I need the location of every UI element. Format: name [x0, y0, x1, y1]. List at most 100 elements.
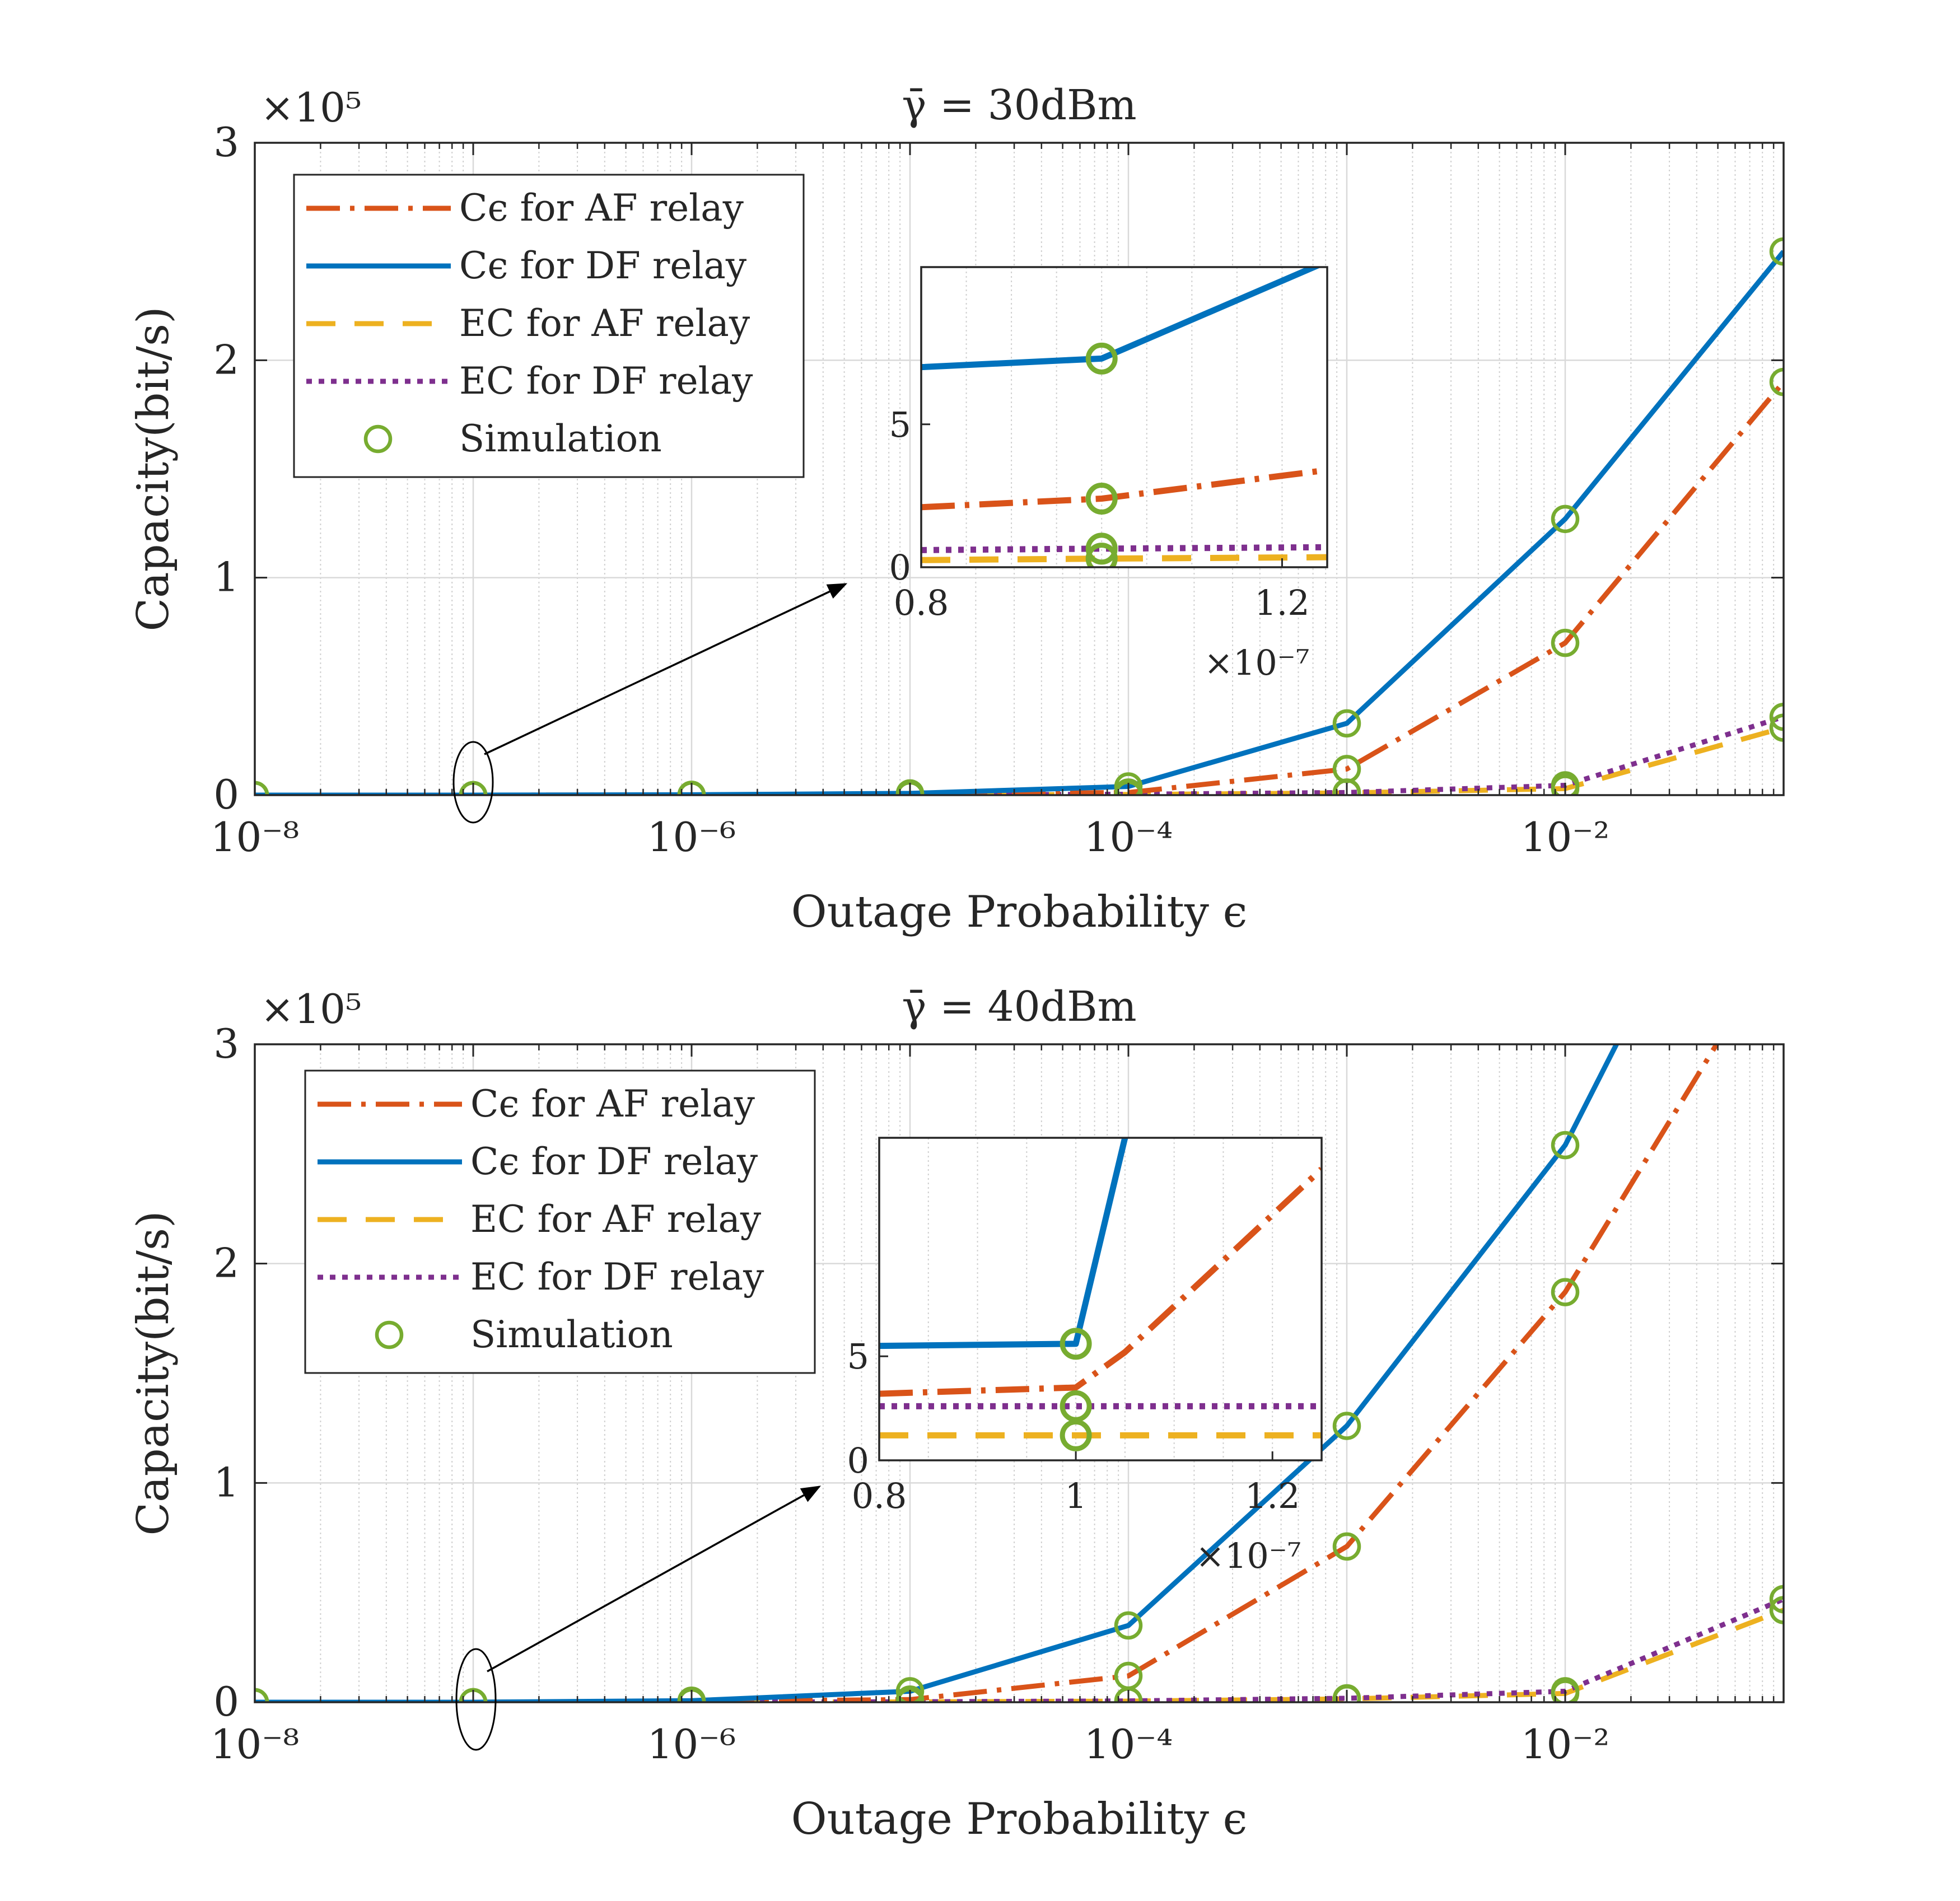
x-axis-label: Outage Probability ϵ — [791, 887, 1248, 937]
legend-entry: Cϵ for DF relay — [470, 1140, 758, 1183]
zoom-ellipse — [452, 741, 494, 824]
legend-entry: Cϵ for AF relay — [470, 1082, 755, 1125]
legend-entry: Simulation — [459, 417, 662, 460]
simulation-marker — [1551, 1131, 1580, 1160]
simulation-marker — [1114, 1611, 1143, 1640]
simulation-marker — [1551, 771, 1580, 795]
x-tick-label: 10⁻⁶ — [647, 1721, 736, 1768]
x-tick-label: 10⁻⁴ — [1084, 814, 1173, 861]
inset-y-tick-label: 5 — [847, 1336, 869, 1377]
ticks — [254, 1043, 1785, 1703]
y-tick-label: 3 — [213, 1020, 239, 1067]
legend-entry: EC for DF relay — [459, 359, 753, 403]
zoom-arrow — [484, 583, 848, 755]
legend-entry: Cϵ for AF relay — [459, 186, 744, 230]
chart-panel-2: 10⁻⁸ 10⁻⁶ 10⁻⁴ 10⁻² 0 1 2 3 ×10⁵ γ̄ = 40dBm Outage… — [128, 983, 1785, 1844]
inset-x-tick-label: 1.2 — [1245, 1475, 1300, 1516]
inset-plot-area — [879, 1138, 1322, 1460]
chart-panel-1: 10⁻⁸ 10⁻⁶ 10⁻⁴ 10⁻² 0 1 2 3 ×10⁵ γ̄ = 30dBm Outage… — [128, 81, 1785, 937]
zoom-ellipse — [455, 1648, 497, 1751]
simulation-marker — [1769, 367, 1784, 396]
simulation-marker — [1551, 1278, 1580, 1306]
inset-simulation-marker — [1060, 1328, 1092, 1360]
y-tick-label: 0 — [213, 1678, 239, 1725]
simulation-marker — [1769, 702, 1784, 731]
inset-x-tick-label: 1.2 — [1254, 582, 1310, 623]
inset-y-tick-label: 0 — [847, 1440, 869, 1481]
simulation-marker — [1769, 1585, 1784, 1614]
simulation-marker — [1332, 709, 1361, 738]
inset-x-exponent-label: ×10⁻⁷ — [1204, 642, 1309, 683]
legend: Cϵ for AF relay Cϵ for DF relay EC for AF … — [293, 174, 805, 478]
y-exponent-label: ×10⁵ — [260, 985, 362, 1033]
inset-y-tick-label: 0 — [889, 547, 911, 588]
legend-entry: Cϵ for DF relay — [459, 244, 747, 287]
simulation-marker — [1114, 1687, 1143, 1702]
simulation-marker — [1551, 628, 1580, 657]
x-axis-label: Outage Probability ϵ — [791, 1794, 1248, 1844]
legend-entry: Simulation — [470, 1313, 673, 1356]
y-axis-label: Capacity(bit/s) — [128, 1211, 179, 1535]
y-tick-label: 0 — [213, 771, 239, 818]
simulation-marker — [1332, 778, 1361, 795]
legend-entry: EC for DF relay — [470, 1255, 764, 1299]
inset-chart: 0.8 1.2 0 5 ×10⁻⁷ — [889, 266, 1328, 683]
inset-series-lines — [879, 1138, 1322, 1451]
simulation-marker — [1332, 1412, 1361, 1440]
inset-axes-box — [920, 266, 1328, 568]
inset-series-af-effective-line — [921, 554, 1327, 563]
inset-series-df-capacity-line — [921, 267, 1322, 371]
x-tick-label: 10⁻² — [1521, 1721, 1609, 1768]
inset-chart: 0.8 1 1.2 0 5 ×10⁻⁷ — [847, 1137, 1323, 1576]
inset-simulation-marker — [1085, 342, 1118, 375]
x-tick-label: 10⁻⁶ — [647, 814, 736, 861]
x-tick-label: 10⁻² — [1521, 814, 1609, 861]
legend-swatch-simulation — [375, 1320, 404, 1349]
inset-simulation-marker — [1085, 533, 1118, 565]
legend: Cϵ for AF relay Cϵ for DF relay EC for AF … — [304, 1069, 816, 1374]
legend-entry: EC for AF relay — [470, 1198, 762, 1241]
x-tick-label: 10⁻⁴ — [1084, 1721, 1173, 1768]
simulation-marker — [1769, 1596, 1784, 1624]
inset-series-df-capacity-line — [879, 1138, 1129, 1349]
chart-title: γ̄ = 30dBm — [902, 81, 1136, 129]
y-tick-label: 2 — [213, 1240, 239, 1287]
inset-x-tick-label: 1 — [1065, 1475, 1086, 1516]
inset-x-tick-label: 0.8 — [852, 1475, 907, 1516]
simulation-marker — [1551, 505, 1580, 534]
inset-x-exponent-label: ×10⁻⁷ — [1196, 1535, 1301, 1576]
simulation-marker — [1769, 237, 1784, 266]
y-tick-label: 1 — [213, 554, 239, 601]
inset-series-af-capacity-line — [921, 466, 1327, 511]
axes-box — [254, 1043, 1785, 1703]
simulation-marker — [1332, 1532, 1361, 1561]
inset-simulation-marker — [1085, 482, 1118, 515]
legend-entry: EC for AF relay — [459, 302, 750, 345]
inset-grid — [927, 1138, 1273, 1460]
y-exponent-label: ×10⁵ — [260, 84, 362, 131]
simulation-marker — [1551, 1677, 1580, 1702]
y-tick-label: 3 — [213, 119, 239, 166]
x-tick-label: 10⁻⁸ — [211, 1721, 299, 1768]
ticks — [254, 142, 1785, 796]
chart-title: γ̄ = 40dBm — [902, 983, 1136, 1031]
simulation-marker — [1769, 713, 1784, 742]
inset-x-tick-label: 0.8 — [894, 582, 949, 623]
simulation-marker — [1332, 1684, 1361, 1702]
inset-plot-area — [921, 267, 1327, 567]
inset-simulation-marker — [1060, 1419, 1092, 1451]
inset-axes-box — [878, 1137, 1323, 1461]
y-tick-label: 1 — [213, 1459, 239, 1506]
legend-swatch-simulation — [363, 424, 393, 454]
inset-y-tick-label: 5 — [889, 404, 911, 445]
x-tick-label: 10⁻⁸ — [211, 814, 299, 861]
axes-box — [254, 142, 1785, 796]
y-axis-label: Capacity(bit/s) — [128, 306, 179, 631]
simulation-marker — [1114, 772, 1143, 795]
zoom-arrow — [487, 1486, 822, 1673]
inset-series-lines — [921, 267, 1327, 567]
inset-simulation-marker — [1085, 543, 1118, 567]
simulation-marker — [895, 1677, 925, 1702]
y-tick-label: 2 — [213, 336, 239, 383]
